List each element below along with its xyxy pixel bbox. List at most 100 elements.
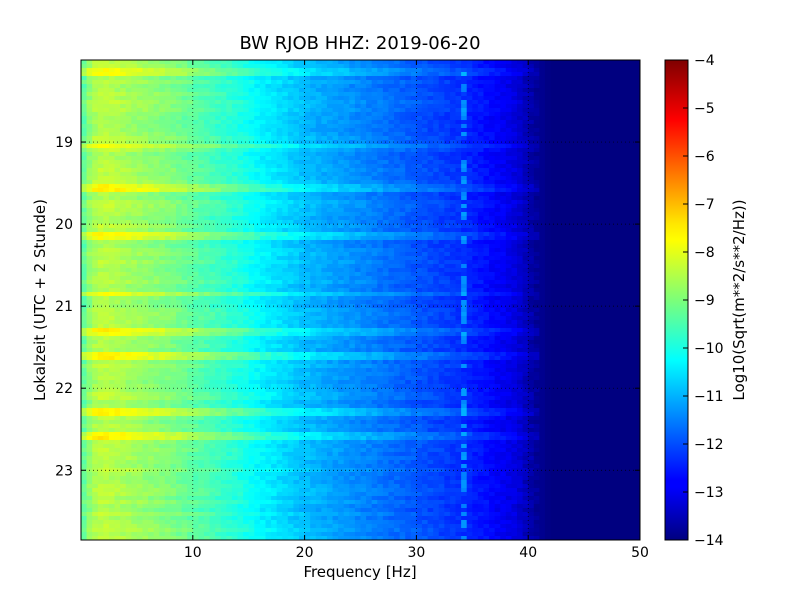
heatmap-cell bbox=[410, 96, 417, 101]
heatmap-cell bbox=[108, 200, 116, 205]
heatmap-cell bbox=[399, 156, 406, 161]
heatmap-cell bbox=[265, 112, 272, 117]
heatmap-cell bbox=[338, 80, 345, 85]
heatmap-cell bbox=[556, 80, 563, 85]
heatmap-cell bbox=[170, 120, 177, 125]
heatmap-cell bbox=[584, 108, 591, 113]
heatmap-cell bbox=[265, 244, 272, 249]
heatmap-cell bbox=[584, 92, 591, 97]
heatmap-cell bbox=[209, 152, 216, 157]
chart-title: BW RJOB HHZ: 2019-06-20 bbox=[239, 33, 480, 54]
heatmap-cell bbox=[131, 188, 138, 193]
heatmap-cell bbox=[81, 148, 88, 153]
heatmap-cell bbox=[595, 96, 602, 101]
heatmap-cell bbox=[449, 200, 457, 205]
heatmap-cell bbox=[572, 244, 580, 249]
heatmap-cell bbox=[405, 204, 412, 209]
heatmap-cell bbox=[612, 172, 619, 177]
heatmap-cell bbox=[466, 96, 473, 101]
heatmap-cell bbox=[634, 160, 640, 165]
heatmap-cell bbox=[276, 236, 283, 241]
heatmap-cell bbox=[567, 116, 574, 121]
heatmap-cell bbox=[276, 88, 283, 93]
heatmap-cell bbox=[243, 136, 250, 141]
heatmap-cell bbox=[455, 220, 462, 225]
heatmap-cell bbox=[125, 80, 132, 85]
heatmap-cell bbox=[287, 60, 295, 65]
heatmap-cell bbox=[103, 224, 110, 229]
heatmap-cell bbox=[584, 88, 591, 93]
heatmap-cell bbox=[416, 196, 423, 201]
heatmap-cell bbox=[360, 232, 367, 237]
heatmap-cell bbox=[103, 144, 110, 149]
heatmap-cell bbox=[181, 168, 188, 173]
heatmap-cell bbox=[259, 104, 267, 109]
heatmap-cell bbox=[544, 108, 552, 113]
heatmap-cell bbox=[572, 88, 580, 93]
heatmap-cell bbox=[360, 144, 367, 149]
heatmap-cell bbox=[310, 76, 317, 81]
heatmap-cell bbox=[606, 188, 613, 193]
heatmap-cell bbox=[550, 104, 557, 109]
heatmap-cell bbox=[226, 216, 233, 221]
heatmap-cell bbox=[533, 252, 540, 257]
heatmap-cell bbox=[181, 88, 188, 93]
heatmap-cell bbox=[522, 136, 529, 141]
heatmap-cell bbox=[382, 152, 390, 157]
heatmap-cell bbox=[259, 124, 267, 129]
heatmap-cell bbox=[382, 164, 390, 169]
heatmap-cell bbox=[354, 196, 362, 201]
heatmap-cell bbox=[589, 200, 596, 205]
heatmap-cell bbox=[220, 60, 227, 65]
heatmap-cell bbox=[567, 96, 574, 101]
heatmap-cell bbox=[92, 168, 99, 173]
heatmap-cell bbox=[81, 208, 88, 213]
heatmap-cell bbox=[634, 244, 640, 249]
heatmap-cell bbox=[382, 148, 390, 153]
heatmap-cell bbox=[427, 140, 434, 145]
heatmap-cell bbox=[360, 96, 367, 101]
heatmap-cell bbox=[472, 172, 479, 177]
heatmap-cell bbox=[544, 100, 552, 105]
heatmap-cell bbox=[176, 104, 183, 109]
heatmap-cell bbox=[382, 208, 390, 213]
heatmap-cell bbox=[466, 212, 473, 217]
heatmap-cell bbox=[427, 196, 434, 201]
heatmap-cell bbox=[153, 104, 160, 109]
heatmap-cell bbox=[561, 108, 568, 113]
heatmap-cell bbox=[544, 196, 552, 201]
heatmap-cell bbox=[544, 208, 552, 213]
heatmap-cell bbox=[103, 148, 110, 153]
heatmap-cell bbox=[299, 184, 306, 189]
heatmap-cell bbox=[421, 172, 429, 177]
heatmap-cell bbox=[136, 252, 144, 257]
heatmap-cell bbox=[332, 148, 339, 153]
heatmap-cell bbox=[617, 144, 624, 149]
heatmap-cell bbox=[421, 192, 429, 197]
heatmap-cell bbox=[539, 128, 546, 133]
heatmap-cell bbox=[103, 196, 110, 201]
heatmap-cell bbox=[321, 64, 328, 69]
heatmap-cell bbox=[192, 72, 199, 77]
heatmap-cell bbox=[326, 172, 334, 177]
heatmap-cell bbox=[522, 176, 529, 181]
heatmap-cell bbox=[399, 144, 406, 149]
heatmap-cell bbox=[349, 212, 356, 217]
heatmap-cell bbox=[332, 204, 339, 209]
heatmap-cell bbox=[572, 208, 580, 213]
heatmap-cell bbox=[556, 184, 563, 189]
heatmap-cell bbox=[449, 220, 457, 225]
heatmap-cell bbox=[410, 144, 417, 149]
heatmap-cell bbox=[276, 192, 283, 197]
heatmap-cell bbox=[332, 168, 339, 173]
heatmap-cell bbox=[349, 244, 356, 249]
heatmap-cell bbox=[248, 216, 255, 221]
heatmap-cell bbox=[131, 252, 138, 257]
heatmap-cell bbox=[394, 80, 401, 85]
heatmap-cell bbox=[612, 240, 619, 245]
heatmap-cell bbox=[349, 64, 356, 69]
heatmap-cell bbox=[170, 240, 177, 245]
heatmap-cell bbox=[349, 104, 356, 109]
heatmap-cell bbox=[489, 216, 496, 221]
